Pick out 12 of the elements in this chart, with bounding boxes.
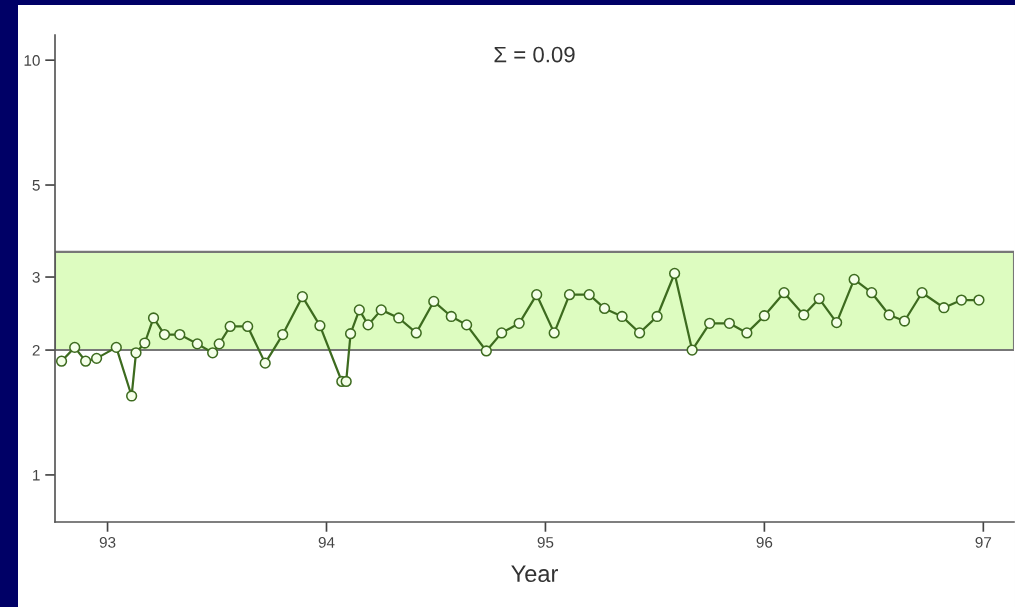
x-axis-title: Year <box>511 565 558 583</box>
y-tick-label: 10 <box>24 55 40 66</box>
x-tick-label: 95 <box>537 536 554 548</box>
x-tick-label: 94 <box>318 536 335 548</box>
chart-title: Σ = 0.09 <box>494 46 575 63</box>
y-tick-label: 3 <box>32 271 40 283</box>
x-tick-label: 96 <box>756 536 773 548</box>
x-tick-label: 97 <box>975 536 992 548</box>
y-tick-label: 1 <box>33 469 40 481</box>
x-tick-label: 93 <box>99 536 116 548</box>
y-tick-label: 2 <box>32 344 40 356</box>
y-tick-label: 5 <box>32 180 40 191</box>
